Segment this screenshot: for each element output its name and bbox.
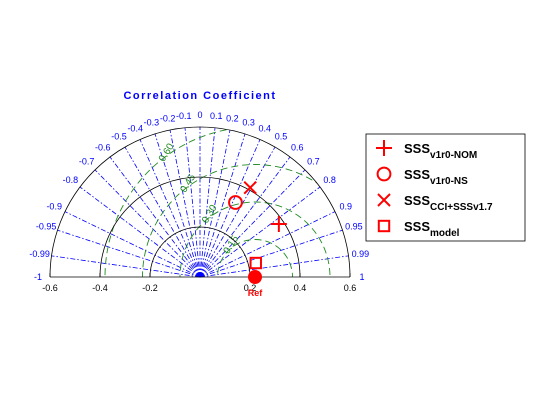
legend-entry-subscript: v1r0-NS — [430, 176, 468, 187]
correlation-tick-label: -0.2 — [160, 113, 176, 123]
correlation-line — [199, 156, 291, 278]
data-points: Ref — [228, 180, 287, 298]
correlation-tick-label: 0.8 — [323, 175, 336, 185]
legend-entry-subscript: model — [430, 228, 460, 239]
legend-box — [365, 133, 526, 242]
correlation-tick-label: -0.9 — [46, 201, 62, 211]
std-arc — [149, 226, 251, 278]
correlation-tick-label: 0.3 — [242, 117, 255, 127]
correlation-tick-labels: -1 -0.99 -0.95 -0.9 -0.8-0.7-0.6-0.5-0.4-0.3… — [29, 110, 369, 282]
marker-stroke — [377, 193, 391, 207]
correlation-line — [57, 229, 201, 278]
rms-contour-label: 0.30 — [200, 203, 220, 226]
correlation-tick-label: 0.6 — [291, 142, 304, 152]
point-plus — [270, 216, 287, 233]
point-square — [249, 256, 262, 270]
correlation-line — [199, 146, 276, 278]
rms-contour-label: 0.45 — [179, 172, 199, 195]
correlation-line — [199, 229, 343, 278]
std-tick-label: 0.6 — [344, 283, 357, 293]
correlation-line — [199, 186, 321, 278]
legend-marker-circle — [376, 166, 392, 182]
reference-label: Ref — [248, 288, 264, 298]
legend: SSSv1r0-NOMSSSv1r0-NSSSSCCI+SSSv1.7SSSmo… — [365, 133, 526, 242]
rms-contour-label: 0.60 — [157, 141, 177, 164]
correlation-line — [79, 186, 201, 278]
correlation-line — [109, 156, 201, 278]
correlation-tick-label: -0.1 — [176, 111, 192, 121]
correlation-line — [199, 133, 246, 278]
point-x — [243, 180, 257, 195]
legend-marker-square — [377, 219, 391, 233]
correlation-tick-label: 0 — [197, 110, 202, 120]
correlation-tick-label: 1 — [359, 272, 364, 282]
correlation-tick-label: -0.8 — [63, 175, 79, 185]
correlation-tick-label: 0.2 — [226, 113, 239, 123]
rms-contour — [142, 164, 350, 277]
std-tick-label: 0.2 — [244, 283, 257, 293]
rms-contour — [217, 239, 293, 277]
correlation-tick-label: -0.99 — [29, 249, 50, 259]
std-axis: -0.6 -0.4 -0.2 0.2 0.4 0.6 — [42, 273, 356, 293]
reference-point — [248, 270, 262, 284]
correlation-line — [199, 139, 261, 278]
std-tick-label: 0.4 — [294, 283, 307, 293]
correlation-tick-label: 0.9 — [340, 201, 353, 211]
legend-marker-plus — [376, 140, 392, 156]
std-tick-label: -0.6 — [42, 283, 58, 293]
correlation-line — [64, 211, 201, 278]
correlation-tick-label: -0.6 — [95, 142, 111, 152]
rms-contour — [179, 201, 331, 277]
correlation-line — [169, 129, 201, 278]
correlation-tick-label: 0.95 — [345, 221, 363, 231]
std-arc — [99, 176, 301, 278]
correlation-tick-label: -1 — [34, 272, 42, 282]
legend-marker-x — [377, 193, 391, 207]
correlation-axis-title: Correlation Coefficient — [123, 90, 276, 102]
correlation-line — [154, 133, 201, 278]
correlation-tick-label: 0.5 — [275, 132, 288, 142]
correlation-tick-label: 0.99 — [352, 249, 370, 259]
correlation-tick-label: -0.5 — [111, 132, 127, 142]
correlation-line — [199, 129, 231, 278]
legend-entry-subscript: CCI+SSSv1.7 — [430, 202, 493, 213]
correlation-line — [139, 139, 201, 278]
correlation-tick-label: 0.4 — [259, 124, 272, 134]
marker-stroke — [243, 180, 257, 195]
std-arc — [49, 126, 351, 278]
correlation-tick-label: -0.7 — [79, 156, 95, 166]
correlation-tick-label: -0.95 — [36, 221, 57, 231]
correlation-lines — [51, 127, 349, 278]
correlation-line — [184, 127, 201, 278]
correlation-line — [124, 146, 201, 278]
correlation-line — [199, 169, 306, 278]
correlation-line — [199, 127, 216, 278]
point-circle — [228, 195, 243, 210]
correlation-line — [199, 211, 336, 278]
legend-entry-subscript: v1r0-NOM — [430, 150, 477, 161]
correlation-line — [51, 255, 201, 278]
std-tick-label: -0.2 — [142, 283, 158, 293]
correlation-tick-label: 0.7 — [307, 156, 320, 166]
correlation-line — [199, 255, 349, 278]
correlation-tick-label: 0.1 — [210, 111, 223, 121]
std-arcs — [49, 126, 351, 278]
correlation-tick-label: -0.3 — [144, 117, 160, 127]
std-tick-label: -0.4 — [92, 283, 108, 293]
correlation-tick-label: -0.4 — [127, 124, 143, 134]
